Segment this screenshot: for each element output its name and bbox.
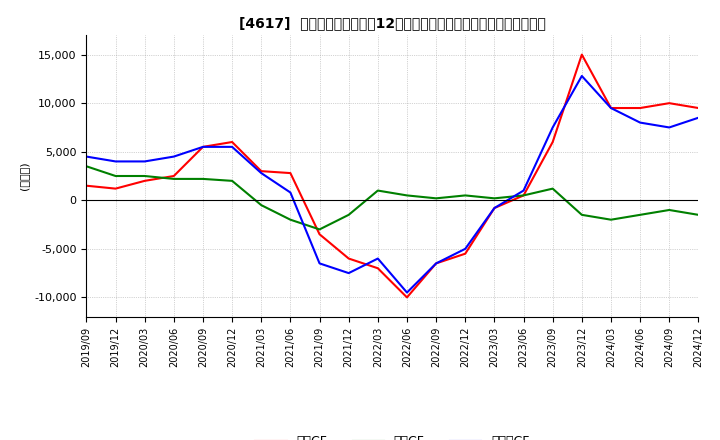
Title: [4617]  キャッシュフローの12か月移動合計の対前年同期増減額の推移: [4617] キャッシュフローの12か月移動合計の対前年同期増減額の推移 [239,16,546,30]
投資CF [257,202,266,208]
フリーCF [665,125,674,130]
営業CF [374,266,382,271]
フリーCF [374,256,382,261]
Line: フリーCF: フリーCF [86,76,698,293]
営業CF [549,139,557,145]
投資CF [82,164,91,169]
フリーCF [111,159,120,164]
営業CF [169,173,178,179]
フリーCF [82,154,91,159]
投資CF [636,212,644,217]
投資CF [461,193,469,198]
営業CF [315,231,324,237]
投資CF [286,217,294,222]
フリーCF [432,261,441,266]
営業CF [461,251,469,257]
営業CF [490,205,499,211]
営業CF [432,261,441,266]
営業CF [665,100,674,106]
営業CF [519,193,528,198]
フリーCF [286,190,294,195]
投資CF [199,176,207,182]
フリーCF [228,144,236,150]
営業CF [402,295,411,300]
営業CF [344,256,353,261]
フリーCF [199,144,207,150]
投資CF [344,212,353,217]
営業CF [199,144,207,150]
投資CF [402,193,411,198]
営業CF [286,170,294,176]
投資CF [315,227,324,232]
投資CF [169,176,178,182]
Line: 投資CF: 投資CF [86,166,698,229]
フリーCF [577,73,586,79]
フリーCF [490,205,499,211]
フリーCF [519,188,528,193]
フリーCF [315,261,324,266]
営業CF [140,178,149,183]
フリーCF [140,159,149,164]
投資CF [432,196,441,201]
投資CF [549,186,557,191]
営業CF [636,106,644,111]
フリーCF [344,271,353,276]
フリーCF [549,125,557,130]
投資CF [490,196,499,201]
営業CF [111,186,120,191]
フリーCF [257,170,266,176]
営業CF [82,183,91,188]
営業CF [577,52,586,57]
投資CF [665,207,674,213]
営業CF [257,169,266,174]
投資CF [694,212,703,217]
Y-axis label: (百万円): (百万円) [19,161,29,191]
営業CF [694,106,703,111]
投資CF [111,173,120,179]
フリーCF [169,154,178,159]
Line: 営業CF: 営業CF [86,55,698,297]
営業CF [607,106,616,111]
投資CF [519,193,528,198]
投資CF [577,212,586,217]
投資CF [607,217,616,222]
投資CF [140,173,149,179]
フリーCF [694,115,703,121]
フリーCF [402,290,411,295]
フリーCF [636,120,644,125]
Legend: 営業CF, 投資CF, フリーCF: 営業CF, 投資CF, フリーCF [251,430,534,440]
営業CF [228,139,236,145]
投資CF [228,178,236,183]
フリーCF [607,106,616,111]
フリーCF [461,246,469,252]
投資CF [374,188,382,193]
